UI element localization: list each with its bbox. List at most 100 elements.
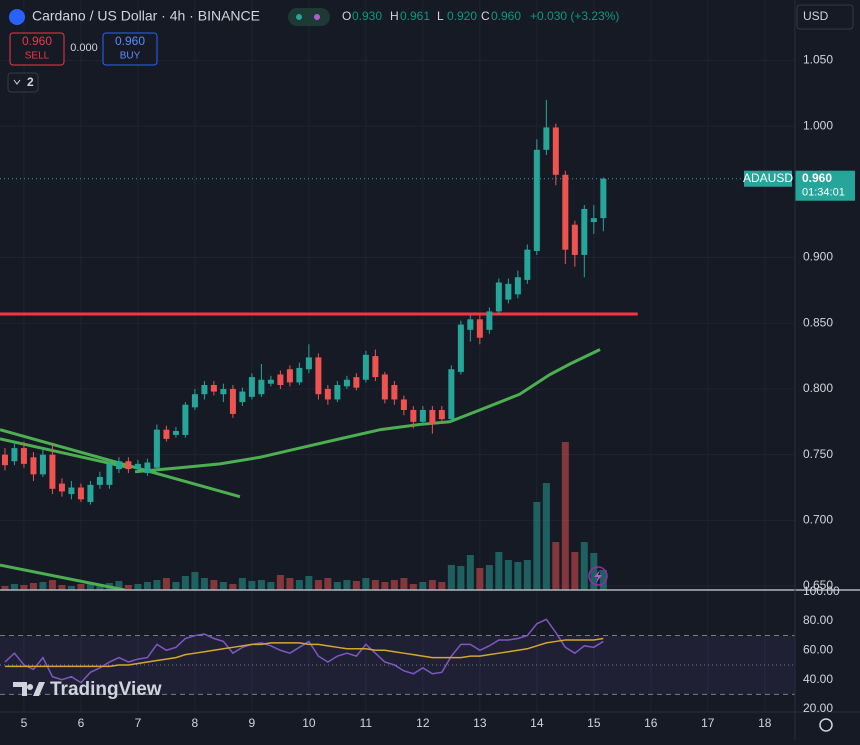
x-tick-label: 13 [473,716,487,730]
ohlc-value: 0.960 [491,9,521,23]
volume-bar [333,582,341,590]
candle-body [391,385,398,400]
volume-bar [29,583,37,590]
symbol-title: Cardano / US Dollar · 4h · BINANCE [32,8,260,24]
volume-bar [191,572,199,590]
symbol-logo [9,9,25,25]
buy-label: BUY [120,51,141,62]
candle-body [49,454,56,489]
x-tick-label: 5 [21,716,28,730]
candle-body [324,388,331,400]
candle-body [524,249,531,280]
currency: USD [803,9,829,23]
volume-bar [533,502,541,590]
indicator-pill [288,8,330,26]
x-tick-label: 8 [192,716,199,730]
candle-body [68,487,75,495]
settings-icon[interactable] [819,718,833,732]
change: +0.030 (+3.23%) [530,9,619,23]
volume-bar [58,585,66,590]
ohlc-key: C [481,9,490,23]
candle-body [210,385,217,392]
ohlc-value: 0.920 [447,9,477,23]
volume-bar [371,580,379,590]
price-label: 0.960 [802,171,832,185]
candle-body [533,149,540,251]
volume-bar [409,584,417,590]
candle-body [372,356,379,378]
spread: 0.000 [70,42,98,54]
x-tick-label: 17 [701,716,715,730]
candle-body [457,324,464,372]
volume-bar [286,578,294,590]
alert-icon[interactable] [588,566,608,586]
volume-bar [276,575,284,590]
volume-bar [124,585,132,590]
logo-text: TradingView [50,679,162,700]
candle-body [267,379,274,384]
price-tag [795,170,855,201]
volume-bar [39,582,47,590]
volume-bar [77,584,85,590]
countdown: 01:34:01 [802,187,845,199]
candle-body [505,283,512,300]
candle-body [239,391,246,403]
volume-bar [324,578,332,590]
volume-bar [219,582,227,590]
buy-button[interactable] [102,32,158,66]
candle-body [20,448,27,464]
y-tick-label: 0.650 [803,578,833,592]
ohlc-key: H [390,9,399,23]
candle-body [172,431,179,435]
volume-bar [457,566,465,590]
candle-body [571,224,578,255]
y-tick-label: 0.700 [803,513,833,527]
volume-bar [134,584,142,590]
volume-bar [115,581,123,590]
sell-button[interactable] [9,32,65,66]
candle-body [486,311,493,330]
chevron [13,79,21,85]
currency-button[interactable] [796,4,854,30]
volume-bar [1,586,9,590]
candle-body [552,127,559,175]
volume-bar [390,580,398,590]
volume-bar [200,578,208,590]
candle-body [438,409,445,420]
ohlc-value: 0.961 [400,9,430,23]
volume-bar [542,483,550,590]
bolt [594,570,602,583]
volume-bar [162,578,170,590]
x-tick-label: 9 [249,716,256,730]
candle-body [495,282,502,312]
candle-body [600,178,607,219]
indicators-toggle[interactable] [7,72,39,93]
buy-price: 0.960 [115,34,145,48]
x-tick-label: 6 [78,716,85,730]
candle-body [153,429,160,468]
x-tick-label: 16 [644,716,658,730]
volume-bar [561,442,569,590]
rsi-tick-label: 20.00 [803,701,833,715]
volume-bar [514,562,522,590]
candle-body [296,367,303,383]
candle-body [106,463,113,485]
volume-bar [10,584,18,590]
rsi-tick-label: 80.00 [803,613,833,627]
candle-body [467,319,474,330]
rsi-pane [0,618,795,695]
ohlc-key: L [437,9,444,23]
y-tick-label: 0.850 [803,315,833,329]
candle-body [429,409,436,425]
candle-body [125,461,132,470]
volume-bar [172,582,180,590]
x-tick-label: 18 [758,716,772,730]
volume-bar [381,582,389,590]
candle-body [163,429,170,439]
candle-body [201,385,208,395]
y-tick-label: 1.050 [803,53,833,67]
volume-bar [495,552,503,590]
volume-bar [428,580,436,590]
sell-label: SELL [25,51,50,62]
